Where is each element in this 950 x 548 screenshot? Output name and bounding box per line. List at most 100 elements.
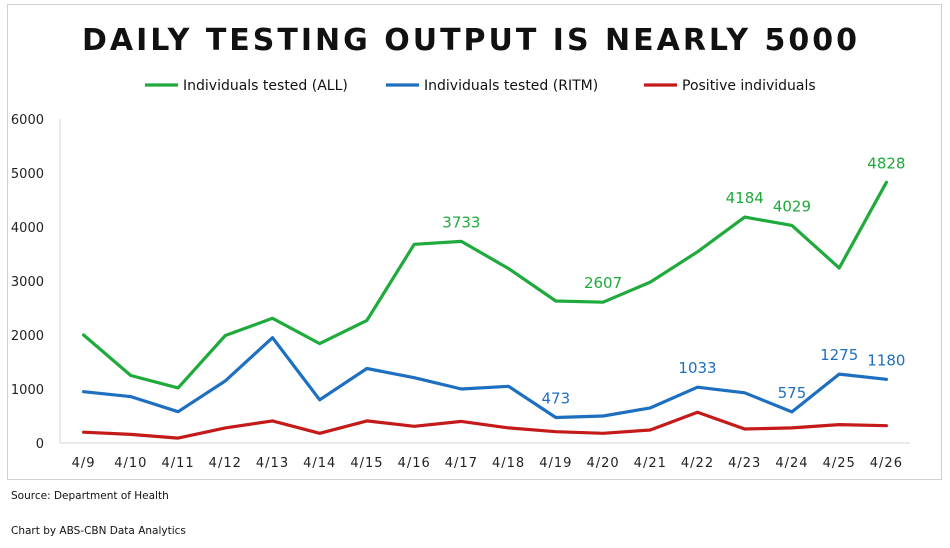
series-0-point-8	[460, 240, 463, 243]
x-tick-label-17: 4/26	[870, 456, 903, 471]
data-label-1-15: 575	[778, 384, 807, 402]
series-1-point-7	[412, 376, 416, 379]
legend-label-0: Individuals tested (ALL)	[183, 78, 348, 94]
series-line-2	[81, 410, 889, 440]
series-0-point-5	[318, 342, 321, 345]
series-0-point-14	[743, 215, 746, 219]
data-label-1-17: 1180	[867, 351, 905, 369]
series-2-point-8	[460, 420, 463, 423]
line-chart: DAILY TESTING OUTPUT IS NEARLY 5000 Indi…	[11, 23, 910, 471]
x-tick-label-10: 4/19	[539, 456, 572, 471]
series-line-1	[81, 336, 889, 420]
series-2-point-6	[365, 419, 369, 423]
x-tick-label-3: 4/12	[209, 456, 242, 471]
series-1-point-15	[790, 410, 794, 414]
series-1-point-12	[649, 406, 652, 410]
y-tick-label-1: 1000	[11, 383, 44, 398]
series-1-point-2	[176, 410, 180, 413]
series-0-point-0	[82, 333, 85, 337]
series-1-point-0	[82, 390, 85, 393]
x-tick-label-2: 4/11	[161, 456, 194, 471]
x-tick-label-7: 4/16	[398, 456, 431, 471]
series-2-point-11	[601, 432, 605, 435]
series-2-point-15	[790, 426, 794, 430]
data-label-0-14: 4184	[726, 189, 764, 207]
legend: Individuals tested (ALL) Individuals test…	[145, 78, 816, 94]
x-tick-label-13: 4/22	[681, 456, 714, 471]
y-tick-label-5: 5000	[11, 167, 44, 182]
series-0-point-6	[365, 319, 369, 322]
x-tick-label-9: 4/18	[492, 456, 525, 471]
series-1-point-4	[271, 336, 274, 339]
series-0-point-13	[696, 250, 699, 254]
x-tick-label-12: 4/21	[634, 456, 667, 471]
series-0-point-17	[885, 181, 888, 184]
series-1-point-11	[601, 414, 605, 418]
x-tick-label-4: 4/13	[256, 456, 289, 471]
series-1-point-1	[129, 395, 133, 398]
data-label-0-11: 2607	[584, 274, 622, 292]
series-0-point-11	[601, 301, 605, 304]
chart-frame: DAILY TESTING OUTPUT IS NEARLY 5000 Indi…	[7, 4, 942, 480]
series-0-point-16	[837, 266, 841, 270]
series-1-point-9	[507, 385, 510, 388]
series-0-point-1	[129, 374, 133, 377]
series-2-point-1	[129, 433, 133, 436]
y-tick-label-3: 3000	[11, 275, 44, 290]
chart-title: DAILY TESTING OUTPUT IS NEARLY 5000	[82, 23, 860, 58]
series-2-point-2	[176, 436, 180, 440]
series-2-point-17	[885, 424, 888, 427]
x-tick-label-11: 4/20	[586, 456, 619, 471]
series-2-point-5	[318, 432, 321, 435]
y-tick-label-2: 2000	[11, 329, 44, 344]
series-0-point-7	[412, 243, 416, 246]
y-tick-label-6: 6000	[11, 113, 44, 128]
series-1-point-13	[696, 386, 699, 389]
source-note: Source: Department of Health	[11, 490, 169, 502]
series-1-point-17	[885, 378, 888, 381]
series-2-point-0	[82, 431, 85, 434]
series-0-point-3	[224, 334, 227, 337]
series-2-point-10	[554, 430, 558, 433]
series-0-point-2	[176, 386, 180, 390]
series-0-point-12	[649, 280, 652, 284]
series-2-point-12	[649, 428, 652, 432]
series-1-point-5	[318, 398, 321, 401]
x-tick-label-15: 4/24	[775, 456, 808, 471]
series-1-point-14	[743, 391, 746, 394]
data-label-0-15: 4029	[773, 197, 811, 215]
y-axis: 0 1000 2000 3000 4000 5000 6000	[11, 113, 61, 452]
series-2-point-4	[271, 419, 274, 423]
x-tick-label-6: 4/15	[350, 456, 383, 471]
series-1-point-8	[460, 387, 463, 391]
series-group	[81, 180, 889, 440]
series-1-point-3	[224, 379, 227, 383]
series-1-point-16	[837, 372, 841, 376]
x-tick-label-5: 4/14	[303, 456, 336, 471]
x-axis: 4/9 4/10 4/11 4/12 4/13 4/14 4/15 4/16 4/17 4/18 4…	[60, 442, 910, 471]
data-label-0-17: 4828	[867, 154, 905, 172]
series-0-point-4	[271, 317, 274, 320]
series-1-point-6	[365, 367, 369, 370]
x-tick-label-0: 4/9	[72, 456, 96, 471]
series-2-point-9	[507, 426, 510, 430]
data-label-0-8: 3733	[442, 213, 480, 231]
legend-label-2: Positive individuals	[682, 78, 816, 94]
series-line-0	[81, 180, 889, 390]
legend-label-1: Individuals tested (RITM)	[424, 78, 598, 94]
y-tick-label-0: 0	[36, 437, 44, 452]
x-tick-label-1: 4/10	[114, 456, 147, 471]
series-0-point-9	[507, 267, 510, 270]
series-2-point-13	[696, 411, 699, 414]
data-labels: 3733 2607 4184 4029 4828 473 1033 575 1275 1180	[442, 154, 905, 407]
series-2-point-3	[224, 426, 227, 430]
series-1-point-10	[554, 416, 558, 419]
series-0-point-10	[554, 299, 558, 303]
series-2-point-16	[837, 423, 841, 426]
y-tick-label-4: 4000	[11, 221, 44, 236]
x-tick-label-16: 4/25	[823, 456, 856, 471]
data-label-1-13: 1033	[678, 359, 716, 377]
series-0-point-15	[790, 224, 794, 227]
series-2-point-7	[412, 425, 416, 428]
series-2-point-14	[743, 427, 746, 431]
